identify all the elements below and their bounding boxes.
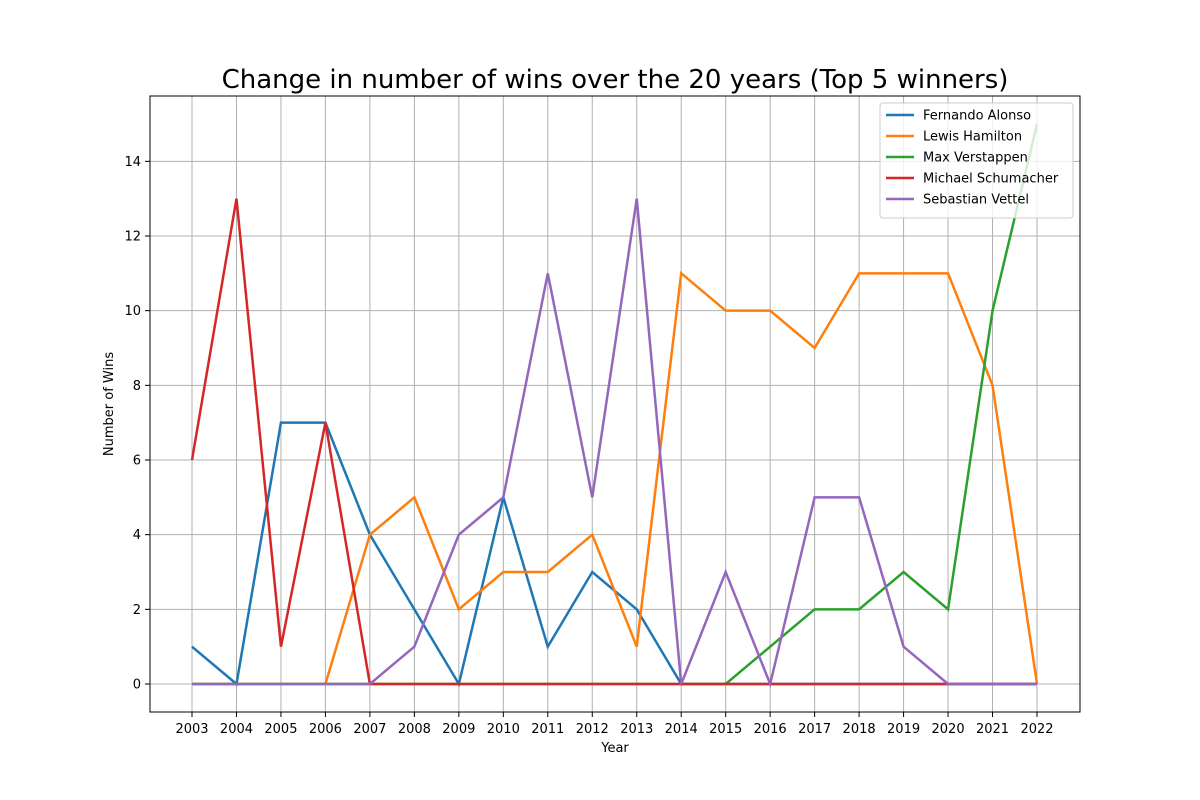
y-tick-label: 4 (133, 528, 141, 543)
y-tick-label: 6 (133, 454, 141, 469)
x-tick-label: 2012 (576, 722, 609, 737)
x-tick-label: 2022 (1020, 722, 1053, 737)
x-tick-label: 2008 (398, 722, 431, 737)
x-tick-label: 2013 (620, 722, 653, 737)
x-tick-label: 2003 (175, 722, 208, 737)
y-tick-label: 2 (133, 603, 141, 618)
legend-label-max-verstappen: Max Verstappen (923, 151, 1028, 166)
x-tick-label: 2014 (665, 722, 698, 737)
series-line-lewis-hamilton (192, 270, 1039, 686)
x-tick-label: 2017 (798, 722, 831, 737)
x-tick-label: 2011 (531, 722, 564, 737)
x-tick-label: 2004 (220, 722, 253, 737)
y-tick-label: 10 (124, 304, 141, 319)
chart-title: Change in number of wins over the 20 yea… (222, 65, 1009, 95)
x-tick-label: 2007 (353, 722, 386, 737)
legend-label-fernando-alonso: Fernando Alonso (923, 109, 1031, 124)
x-tick-label: 2019 (887, 722, 920, 737)
x-axis-ticks: 2003 2004 2005 2006 2007 2008 2009 2010 2011 2012… (175, 712, 1054, 737)
x-tick-label: 2016 (754, 722, 787, 737)
y-tick-label: 8 (133, 379, 141, 394)
series-line-michael-schumacher (190, 198, 1037, 686)
x-axis-label: Year (600, 741, 629, 756)
y-tick-label: 14 (124, 155, 141, 170)
legend: Fernando Alonso Lewis Hamilton Max Verstap… (879, 102, 1074, 219)
y-tick-label: 12 (124, 230, 141, 245)
x-tick-label: 2021 (976, 722, 1009, 737)
x-tick-label: 2018 (843, 722, 876, 737)
legend-label-sebastian-vettel: Sebastian Vettel (923, 193, 1029, 208)
legend-label-michael-schumacher: Michael Schumacher (923, 172, 1059, 187)
x-tick-label: 2005 (264, 722, 297, 737)
legend-label-lewis-hamilton: Lewis Hamilton (923, 130, 1022, 145)
y-tick-label: 0 (133, 678, 141, 693)
legend-box (879, 102, 1074, 219)
y-axis-label: Number of Wins (102, 352, 117, 456)
x-tick-label: 2020 (932, 722, 965, 737)
x-tick-label: 2015 (709, 722, 742, 737)
x-tick-label: 2010 (487, 722, 520, 737)
series-lines (190, 123, 1039, 689)
plot-area-frame (149, 95, 1081, 713)
x-tick-label: 2006 (309, 722, 342, 737)
y-axis-ticks: 0 2 4 6 8 10 12 14 (124, 155, 150, 693)
series-line-sebastian-vettel (192, 198, 1037, 689)
x-tick-label: 2009 (442, 722, 475, 737)
